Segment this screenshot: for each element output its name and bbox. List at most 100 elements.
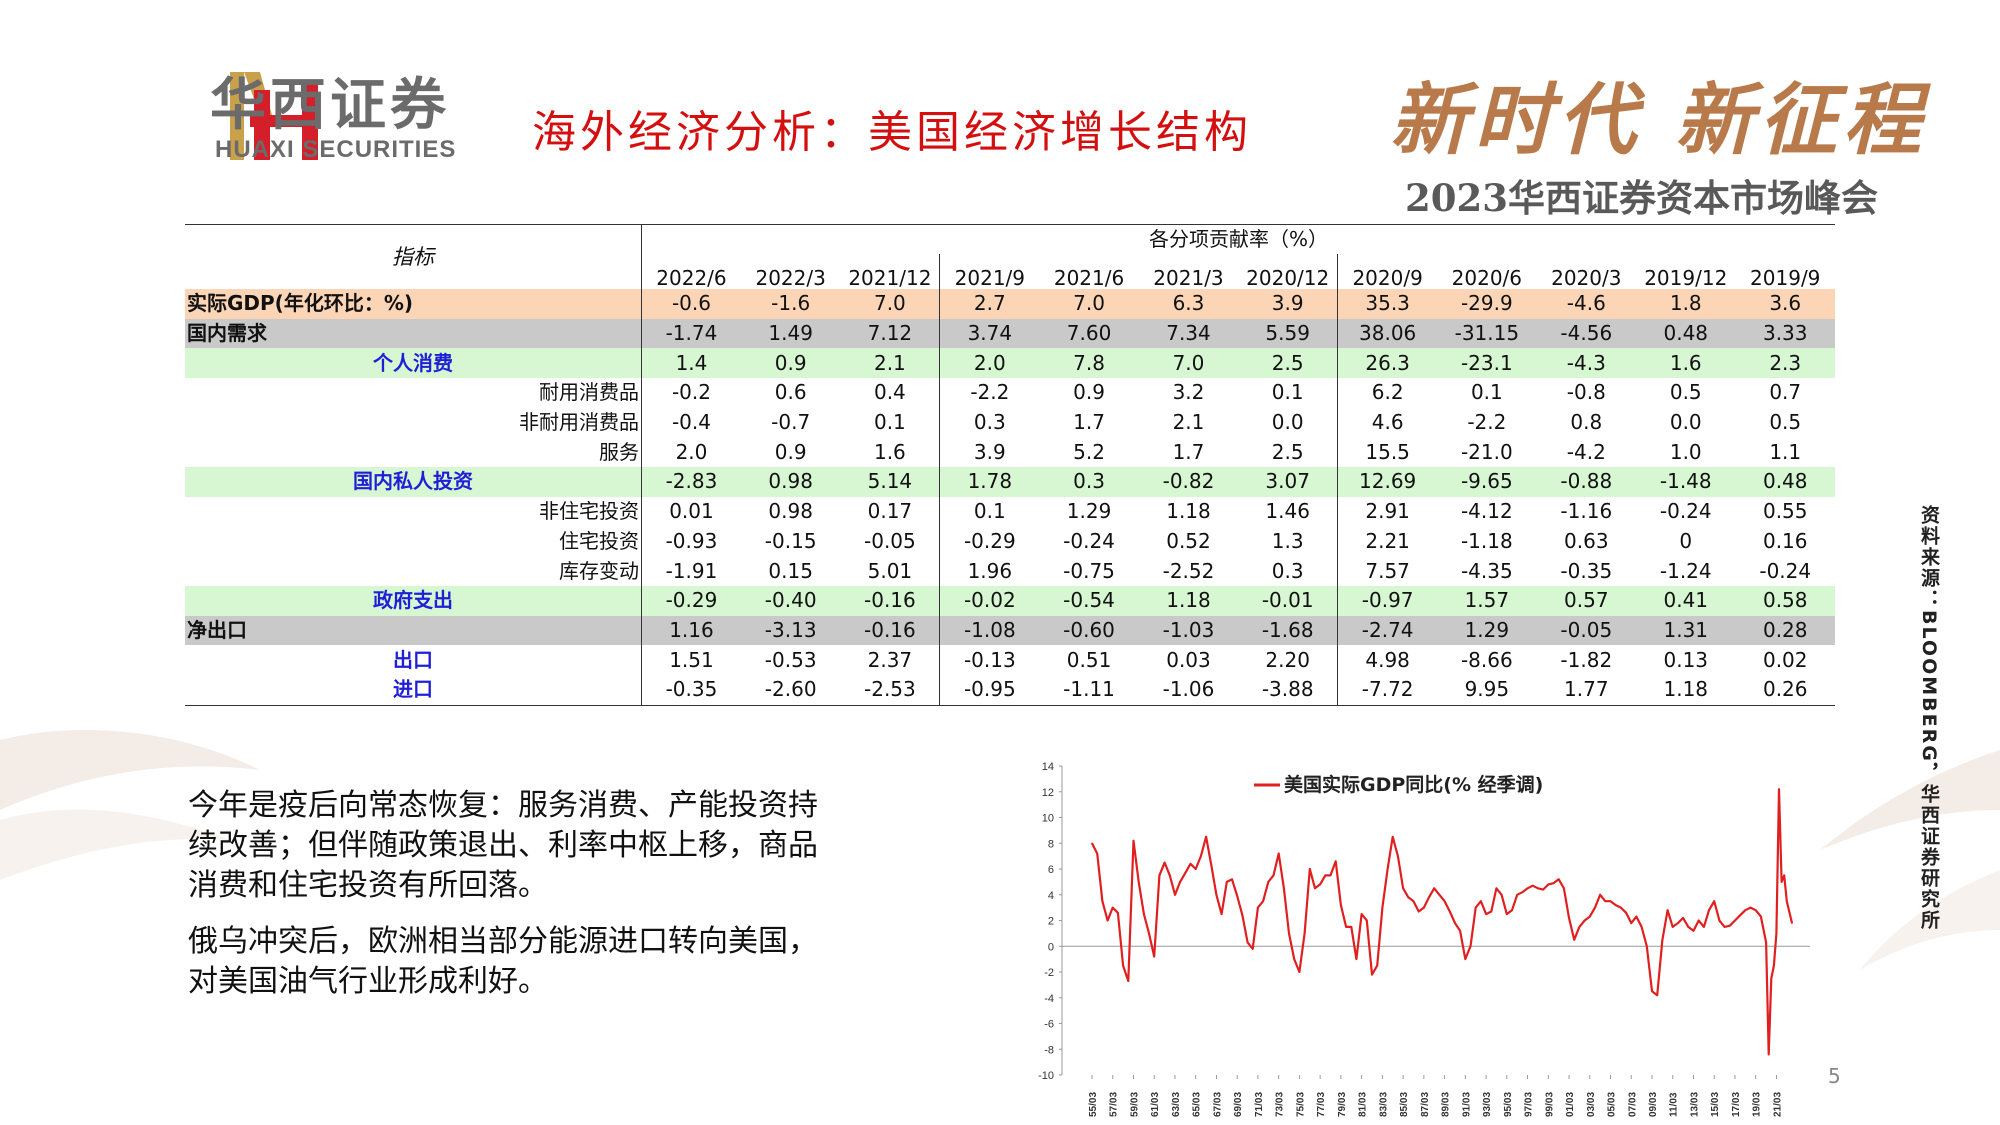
table-cell: 2.20	[1265, 647, 1310, 672]
x-tick-label: 03/03	[1586, 1092, 1597, 1117]
source-note: 资料来源：BLOOMBERG，华西证券研究所	[1918, 505, 1940, 931]
x-tick-label: 01/03	[1565, 1092, 1576, 1117]
data-point	[1500, 894, 1503, 896]
data-point	[1578, 926, 1581, 928]
data-point	[1122, 964, 1124, 967]
data-point	[1241, 914, 1244, 917]
data-point	[1542, 888, 1544, 891]
data-point	[1640, 926, 1643, 928]
x-tick-label: 55/03	[1088, 1092, 1099, 1117]
table-cell: -3.88	[1238, 674, 1338, 706]
table-cell: 1.3	[1271, 528, 1304, 553]
data-point	[1573, 939, 1575, 941]
table-cell: 2.21	[1337, 526, 1438, 557]
data-point	[1778, 788, 1780, 790]
indicator-header: 指标	[185, 224, 642, 289]
table-cell: 0.52	[1166, 528, 1211, 553]
table-cell: 2.1	[840, 348, 940, 379]
table-cell: 0.41	[1636, 585, 1736, 616]
data-point	[1293, 958, 1295, 960]
data-point	[1589, 915, 1591, 918]
table-cell: -2.60	[740, 674, 841, 706]
data-point	[1594, 906, 1596, 909]
table-row: 净出口 1.16 -3.13 -0.16 -1.08 -0.60 -1.03 -1.68 -2.…	[185, 615, 1835, 646]
table-cell: -2.83	[640, 467, 741, 497]
table-cell: 2.5	[1238, 348, 1338, 379]
table-cell: 0.1	[939, 496, 1040, 527]
data-point	[1537, 887, 1539, 890]
data-point	[1220, 913, 1223, 915]
table-cell: 0.48	[1636, 318, 1736, 349]
table-row: 住宅投资 -0.93 -0.15 -0.05 -0.29 -0.24 0.52 1.3 2.21…	[185, 526, 1835, 557]
table-cell: -0.82	[1138, 467, 1239, 497]
period-header: 2020/12	[1246, 266, 1330, 290]
data-point	[1226, 881, 1228, 883]
table-cell: 1.4	[640, 348, 741, 379]
group-header: 各分项贡献率（%）	[641, 224, 1835, 254]
data-point	[1791, 922, 1793, 924]
data-point	[1495, 887, 1498, 890]
data-point	[1381, 906, 1384, 909]
table-row: 实际GDP(年化环比：%) -0.6 -1.6 7.0 2.7 7.0 6.3 3.9 35.3…	[185, 289, 1835, 319]
x-tick-label: 83/03	[1378, 1092, 1389, 1117]
table-row: 服务 2.0 0.9 1.6 3.9 5.2 1.7 2.5 15.5 -21.0 -4.2 1.0 1…	[185, 437, 1835, 468]
y-tick-label: -4	[1044, 993, 1054, 1005]
table-cell: -1.03	[1138, 615, 1239, 646]
y-tick-label: -10	[1038, 1070, 1054, 1082]
table-cell: 7.0	[1039, 289, 1139, 319]
table-cell: -0.40	[740, 585, 841, 616]
y-tick-label: -8	[1044, 1044, 1054, 1056]
data-point	[1334, 860, 1337, 863]
table-cell: -1.82	[1560, 647, 1613, 672]
table-cell: -0.6	[640, 289, 741, 319]
data-point	[1106, 919, 1109, 922]
x-tick-label: 17/03	[1731, 1092, 1742, 1117]
table-row: 政府支出 -0.29 -0.40 -0.16 -0.02 -0.54 1.18 -0.01 -0…	[185, 585, 1835, 616]
table-row: 库存变动 -1.91 0.15 5.01 1.96 -0.75 -2.52 0.3 7.57 -4…	[185, 556, 1835, 586]
table-cell: -4.2	[1566, 439, 1606, 464]
data-point	[1671, 926, 1674, 928]
data-point	[1350, 926, 1353, 928]
data-point	[1319, 883, 1321, 886]
period-header: 2021/6	[1053, 266, 1125, 290]
data-point	[1770, 977, 1773, 980]
period-header: 2020/9	[1337, 254, 1438, 289]
data-point	[1454, 922, 1456, 924]
data-point	[1521, 891, 1524, 893]
period-header: 2022/3	[755, 266, 826, 290]
table-cell: 1.77	[1536, 674, 1637, 706]
table-cell: 1.29	[1066, 499, 1112, 524]
x-tick-label: 69/03	[1233, 1092, 1244, 1117]
table-cell: 3.9	[1238, 289, 1338, 319]
table-cell: -0.2	[640, 378, 741, 408]
table-cell: 1.57	[1437, 585, 1537, 616]
table-cell: 0.15	[768, 558, 813, 583]
table-cell: -3.13	[740, 615, 841, 646]
x-tick-label: 89/03	[1441, 1092, 1452, 1117]
table-cell: 0.26	[1735, 674, 1835, 706]
data-point	[1189, 863, 1192, 865]
table-cell: -0.4	[640, 407, 741, 438]
y-tick-label: 12	[1042, 787, 1054, 799]
data-point	[1132, 839, 1135, 842]
data-point	[1205, 836, 1207, 838]
data-point	[1397, 855, 1399, 857]
table-cell: 7.34	[1138, 318, 1239, 349]
table-row: 个人消费 1.4 0.9 2.1 2.0 7.8 7.0 2.5 26.3 -23.1 -4.3 1.…	[185, 348, 1835, 379]
table-row: 出口 1.51 -0.53 2.37 -0.13 0.51 0.03 2.20 4.98 -8.6…	[185, 645, 1835, 675]
x-tick-label: 85/03	[1399, 1092, 1410, 1117]
x-tick-label: 87/03	[1420, 1092, 1431, 1117]
table-cell: -29.9	[1437, 289, 1537, 319]
table-cell: 4.98	[1337, 645, 1438, 675]
data-point	[1661, 939, 1664, 941]
table-cell: -4.12	[1460, 499, 1513, 524]
data-point	[1174, 894, 1176, 896]
table-row: 耐用消费品 -0.2 0.6 0.4 -2.2 0.9 3.2 0.1 6.2 0.1 -0.8 0.…	[185, 378, 1835, 408]
table-cell: 0.8	[1570, 410, 1603, 435]
table-cell: -1.24	[1659, 558, 1712, 583]
table-cell: 1.16	[640, 615, 741, 646]
table-cell: -2.53	[840, 674, 940, 706]
data-point	[1474, 906, 1477, 909]
table-cell: -4.35	[1460, 558, 1513, 583]
data-point	[1303, 932, 1306, 935]
